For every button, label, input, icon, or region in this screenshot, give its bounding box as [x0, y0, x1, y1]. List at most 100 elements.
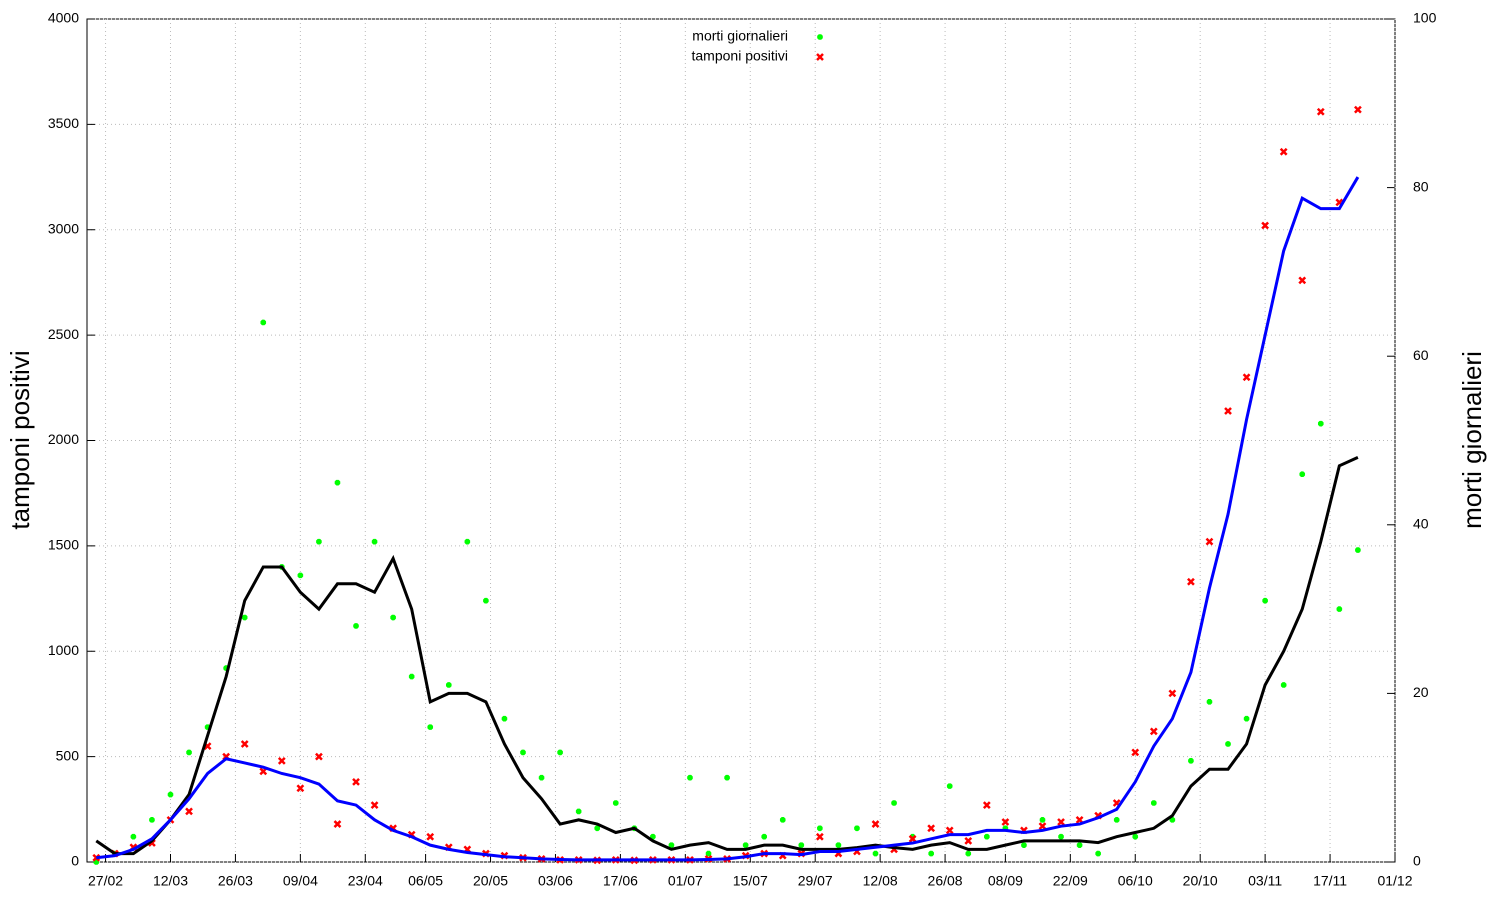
- y2-tick-label: 40: [1413, 516, 1429, 532]
- data-point: [1224, 407, 1232, 415]
- x-tick-label: 17/11: [1313, 873, 1347, 889]
- x-tick-label: 20/10: [1183, 873, 1218, 889]
- data-point: [408, 673, 415, 680]
- data-point: [1038, 822, 1047, 831]
- data-point: [1021, 842, 1027, 848]
- data-point: [223, 665, 229, 671]
- y-tick-label: 3000: [48, 220, 79, 236]
- data-point: [1001, 818, 1010, 826]
- data-point: [204, 724, 211, 730]
- data-point: [1131, 748, 1140, 757]
- data-point: [964, 837, 973, 845]
- data-point: [1299, 471, 1306, 478]
- data-point: [1187, 577, 1195, 586]
- data-point: [297, 572, 304, 579]
- x-tick-label: 26/03: [218, 873, 253, 889]
- y-tick-label: 1000: [48, 642, 79, 658]
- data-point: [1242, 373, 1251, 382]
- data-point: [1225, 741, 1231, 747]
- data-point: [1243, 715, 1250, 722]
- y2-tick-label: 60: [1413, 347, 1429, 363]
- data-point: [1057, 818, 1065, 826]
- data-point: [1280, 682, 1287, 688]
- data-point: [1076, 842, 1083, 848]
- x-tick-label: 29/07: [798, 873, 833, 889]
- data-point: [333, 820, 342, 828]
- data-point: [1317, 420, 1324, 427]
- data-point: [1132, 833, 1139, 840]
- x-tick-label: 27/02: [88, 873, 123, 889]
- y2-tick-label: 20: [1413, 684, 1429, 700]
- x-tick-label: 20/05: [473, 873, 508, 889]
- x-tick-label: 12/03: [153, 873, 188, 889]
- data-point: [594, 825, 601, 832]
- data-point: [1188, 758, 1194, 764]
- y-tick-label: 500: [56, 747, 80, 763]
- y-tick-label: 3500: [48, 115, 79, 131]
- data-point: [520, 749, 526, 756]
- data-point: [945, 826, 954, 835]
- data-point: [93, 859, 100, 865]
- series-line: [96, 176, 1360, 862]
- data-point: [817, 825, 823, 832]
- legend-marker: [817, 34, 823, 40]
- data-point: [1205, 537, 1214, 546]
- data-point: [872, 850, 879, 857]
- data-point: [1354, 105, 1362, 114]
- data-point: [815, 832, 824, 841]
- data-point: [1151, 800, 1157, 806]
- data-point: [1262, 597, 1268, 604]
- data-point: [426, 832, 435, 841]
- x-tick-label: 08/09: [988, 873, 1023, 889]
- y-axis-label: tamponi positivi: [5, 350, 35, 529]
- data-point: [1206, 699, 1213, 705]
- data-point: [650, 833, 656, 840]
- data-point: [909, 833, 916, 840]
- data-point: [371, 538, 378, 545]
- data-point: [891, 800, 897, 806]
- data-point: [241, 614, 248, 621]
- data-point: [557, 749, 563, 756]
- x-tick-label: 06/10: [1118, 873, 1153, 889]
- y-tick-label: 1500: [48, 537, 79, 553]
- y2-tick-label: 0: [1413, 853, 1421, 869]
- data-point: [1316, 107, 1325, 116]
- data-point: [483, 597, 489, 604]
- y-tick-label: 2000: [48, 431, 79, 447]
- x-tick-label: 01/07: [668, 873, 703, 889]
- x-tick-label: 03/11: [1248, 873, 1282, 889]
- x-tick-label: 22/09: [1053, 873, 1088, 889]
- x-tick-label: 17/06: [603, 873, 638, 889]
- data-point: [1149, 727, 1158, 736]
- data-point: [1355, 547, 1361, 553]
- x-tick-label: 26/08: [928, 873, 963, 889]
- x-tick-label: 03/06: [538, 873, 573, 889]
- data-point: [612, 800, 619, 806]
- data-point: [538, 774, 545, 781]
- x-tick-label: 06/05: [408, 873, 443, 889]
- data-point: [464, 538, 471, 545]
- data-point: [854, 825, 860, 832]
- data-point: [871, 820, 880, 828]
- data-point: [1058, 833, 1064, 840]
- y2-tick-label: 100: [1413, 10, 1437, 26]
- x-tick-label: 12/08: [863, 873, 898, 889]
- data-point: [353, 623, 359, 629]
- data-point: [1002, 825, 1009, 832]
- data-point: [390, 614, 396, 621]
- legend-label: tamponi positivi: [692, 48, 789, 64]
- x-tick-label: 01/12: [1377, 873, 1412, 889]
- data-point: [1336, 606, 1343, 612]
- data-point: [130, 833, 137, 840]
- data-point: [445, 682, 452, 688]
- legend-marker: [816, 53, 824, 61]
- data-point: [928, 850, 934, 857]
- series-line: [95, 455, 1359, 856]
- data-point: [1095, 850, 1101, 857]
- data-point: [186, 749, 192, 756]
- y-tick-label: 0: [71, 853, 79, 869]
- data-point: [742, 842, 749, 848]
- x-tick-label: 15/07: [733, 873, 768, 889]
- data-point: [1168, 689, 1177, 698]
